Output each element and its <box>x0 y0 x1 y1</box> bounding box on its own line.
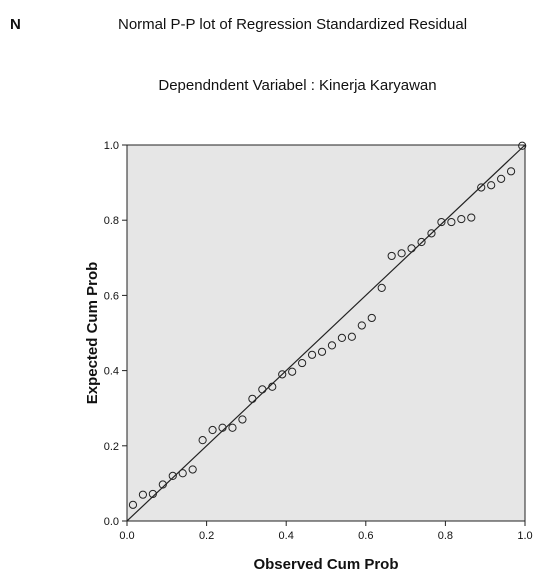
data-point <box>258 385 267 394</box>
reference-line <box>126 144 526 522</box>
x-axis-title: Observed Cum Prob <box>253 556 398 573</box>
data-point <box>387 251 396 261</box>
data-point <box>457 214 466 224</box>
y-tick-label: 0.2 <box>104 441 119 453</box>
y-tick-label: 1.0 <box>104 140 119 152</box>
data-point <box>407 244 416 253</box>
data-point <box>248 394 257 403</box>
data-point <box>518 141 527 150</box>
data-point <box>298 358 307 368</box>
data-point <box>506 167 516 176</box>
data-point <box>467 213 476 222</box>
data-point <box>138 490 148 499</box>
x-tick-label: 0.0 <box>119 530 134 542</box>
data-point <box>238 415 247 424</box>
data-point <box>437 217 446 227</box>
x-tick-label: 0.2 <box>199 530 214 542</box>
plot-frame <box>126 144 526 522</box>
x-axis: 0.0 0.2 0.4 0.6 0.8 1.0 <box>119 521 533 542</box>
data-point <box>268 382 277 391</box>
data-point <box>307 350 317 359</box>
data-point <box>427 229 436 238</box>
data-point <box>367 313 376 323</box>
data-point <box>447 217 456 227</box>
data-point <box>487 181 496 190</box>
data-point <box>188 465 197 474</box>
data-point <box>288 367 297 376</box>
data-point <box>347 332 356 341</box>
data-point <box>178 469 187 478</box>
y-tick-label: 0.6 <box>104 290 119 302</box>
chart-title: Normal P-P lot of Regression Standardize… <box>118 16 468 33</box>
data-point <box>327 341 337 350</box>
y-tick-label: 0.0 <box>104 516 119 528</box>
data-point <box>198 436 207 445</box>
x-tick-label: 0.4 <box>279 530 294 542</box>
data-point <box>158 480 167 489</box>
data-point <box>497 174 506 183</box>
data-point <box>357 321 366 330</box>
data-point <box>148 489 157 499</box>
data-point <box>128 500 138 509</box>
data-point <box>377 283 386 292</box>
data-point <box>168 471 177 480</box>
chart-subtitle: Dependndent Variabel : Kinerja Karyawan <box>158 77 437 94</box>
x-tick-label: 0.8 <box>438 530 453 542</box>
data-point <box>477 183 486 192</box>
y-axis-title: Expected Cum Prob <box>84 262 101 405</box>
data-points <box>128 141 527 509</box>
y-tick-label: 0.4 <box>104 366 119 378</box>
corner-mark: N <box>10 16 21 33</box>
data-point <box>228 423 237 432</box>
data-point <box>208 425 217 435</box>
x-tick-label: 1.0 <box>517 530 532 542</box>
data-point <box>417 237 426 247</box>
data-point <box>278 370 287 379</box>
data-point <box>218 423 227 432</box>
y-tick-label: 0.8 <box>104 215 119 227</box>
data-point <box>317 347 327 356</box>
data-point <box>397 249 406 258</box>
x-tick-label: 0.6 <box>358 530 373 542</box>
y-axis: 0.0 0.2 0.4 0.6 0.8 1.0 <box>104 140 127 528</box>
data-point <box>337 333 347 342</box>
